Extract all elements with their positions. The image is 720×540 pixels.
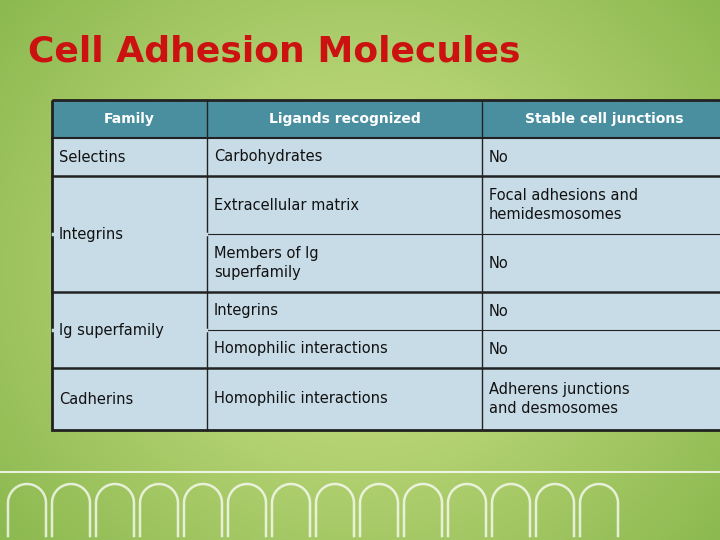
- Text: Homophilic interactions: Homophilic interactions: [214, 392, 388, 407]
- Text: Integrins: Integrins: [59, 226, 124, 241]
- Text: Carbohydrates: Carbohydrates: [214, 150, 323, 165]
- Text: Focal adhesions and
hemidesmosomes: Focal adhesions and hemidesmosomes: [489, 188, 638, 222]
- Text: Members of Ig
superfamily: Members of Ig superfamily: [214, 246, 319, 280]
- Text: No: No: [489, 303, 509, 319]
- Text: Selectins: Selectins: [59, 150, 125, 165]
- Bar: [52, 330, 720, 368]
- Bar: [52, 176, 720, 234]
- Text: No: No: [489, 341, 509, 356]
- Text: Integrins: Integrins: [214, 303, 279, 319]
- Bar: [52, 100, 720, 138]
- Text: Ligands recognized: Ligands recognized: [269, 112, 420, 126]
- Text: No: No: [489, 150, 509, 165]
- Text: Stable cell junctions: Stable cell junctions: [526, 112, 684, 126]
- Bar: [52, 100, 720, 430]
- Bar: [52, 292, 720, 330]
- Bar: [52, 368, 720, 430]
- Text: No: No: [489, 255, 509, 271]
- Text: Cell Adhesion Molecules: Cell Adhesion Molecules: [28, 35, 521, 69]
- Text: Adherens junctions
and desmosomes: Adherens junctions and desmosomes: [489, 382, 629, 416]
- Text: Cadherins: Cadherins: [59, 392, 133, 407]
- Bar: [52, 234, 720, 292]
- Text: Ig superfamily: Ig superfamily: [59, 322, 164, 338]
- Text: Family: Family: [104, 112, 155, 126]
- Text: Homophilic interactions: Homophilic interactions: [214, 341, 388, 356]
- Text: Extracellular matrix: Extracellular matrix: [214, 198, 359, 213]
- Bar: [52, 138, 720, 176]
